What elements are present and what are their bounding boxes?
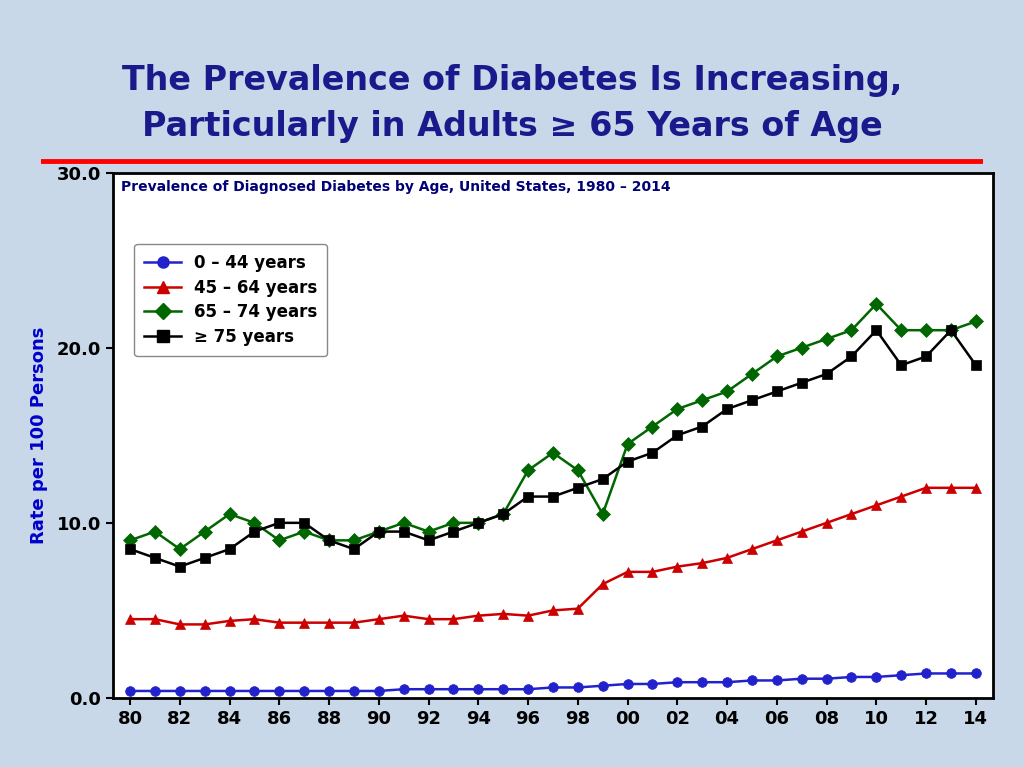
Text: The Prevalence of Diabetes Is Increasing,: The Prevalence of Diabetes Is Increasing… [122, 64, 902, 97]
Y-axis label: Rate per 100 Persons: Rate per 100 Persons [30, 327, 48, 544]
Text: Prevalence of Diagnosed Diabetes by Age, United States, 1980 – 2014: Prevalence of Diagnosed Diabetes by Age,… [122, 180, 671, 195]
Legend: 0 – 44 years, 45 – 64 years, 65 – 74 years, ≥ 75 years: 0 – 44 years, 45 – 64 years, 65 – 74 yea… [134, 244, 328, 356]
Text: Particularly in Adults ≥ 65 Years of Age: Particularly in Adults ≥ 65 Years of Age [141, 110, 883, 143]
